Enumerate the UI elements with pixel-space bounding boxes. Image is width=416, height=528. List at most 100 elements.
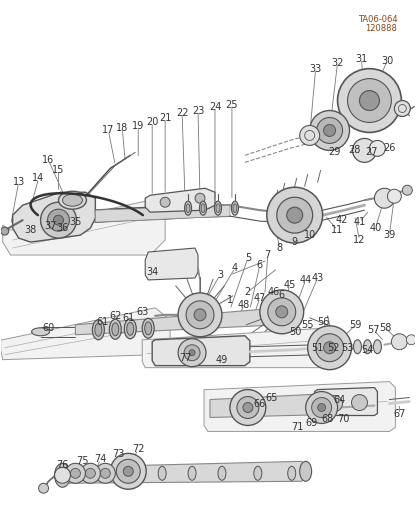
Text: 54: 54 xyxy=(361,345,374,355)
Text: 59: 59 xyxy=(349,320,362,330)
Ellipse shape xyxy=(201,204,205,213)
Circle shape xyxy=(65,464,85,483)
Text: 31: 31 xyxy=(355,54,368,64)
Polygon shape xyxy=(145,188,215,212)
Ellipse shape xyxy=(354,340,362,354)
Polygon shape xyxy=(314,388,377,416)
Circle shape xyxy=(116,459,140,483)
Circle shape xyxy=(100,468,110,478)
Circle shape xyxy=(312,398,332,418)
Text: 11: 11 xyxy=(332,225,344,235)
Text: 65: 65 xyxy=(265,392,278,402)
Text: 9: 9 xyxy=(292,237,298,247)
Text: 67: 67 xyxy=(393,410,406,419)
Text: 47: 47 xyxy=(254,293,266,303)
Ellipse shape xyxy=(32,328,50,336)
Text: 17: 17 xyxy=(102,126,114,136)
Circle shape xyxy=(317,118,342,144)
Circle shape xyxy=(406,335,416,345)
Circle shape xyxy=(54,467,70,483)
Text: 69: 69 xyxy=(305,419,318,428)
Ellipse shape xyxy=(364,340,371,354)
Text: 42: 42 xyxy=(335,215,348,225)
Text: 30: 30 xyxy=(381,55,394,65)
Text: 57: 57 xyxy=(367,325,380,335)
Circle shape xyxy=(70,468,80,478)
Ellipse shape xyxy=(158,466,166,480)
Circle shape xyxy=(359,91,379,110)
Ellipse shape xyxy=(254,466,262,480)
Circle shape xyxy=(260,290,304,334)
Circle shape xyxy=(287,207,303,223)
Circle shape xyxy=(85,468,95,478)
Circle shape xyxy=(277,197,313,233)
Ellipse shape xyxy=(92,320,104,340)
Circle shape xyxy=(402,185,412,195)
Text: 29: 29 xyxy=(328,147,341,157)
Text: 34: 34 xyxy=(146,267,158,277)
Ellipse shape xyxy=(185,201,191,215)
Text: 1: 1 xyxy=(227,295,233,305)
Text: 18: 18 xyxy=(116,124,129,134)
Text: 44: 44 xyxy=(300,275,312,285)
Circle shape xyxy=(337,69,401,133)
Circle shape xyxy=(310,110,349,150)
Circle shape xyxy=(352,138,376,162)
Text: 10: 10 xyxy=(304,230,316,240)
Polygon shape xyxy=(62,461,306,483)
Ellipse shape xyxy=(215,201,221,215)
Text: 48: 48 xyxy=(238,300,250,310)
Polygon shape xyxy=(2,200,165,255)
Ellipse shape xyxy=(62,194,82,206)
Text: 71: 71 xyxy=(292,422,304,432)
Ellipse shape xyxy=(218,466,226,480)
Text: 21: 21 xyxy=(159,114,171,124)
Circle shape xyxy=(369,140,385,156)
Text: 28: 28 xyxy=(348,145,361,155)
Ellipse shape xyxy=(186,204,190,213)
Text: 39: 39 xyxy=(383,230,396,240)
Text: 2: 2 xyxy=(245,287,251,297)
Ellipse shape xyxy=(145,322,152,335)
Circle shape xyxy=(308,326,352,370)
Ellipse shape xyxy=(233,204,237,213)
Text: 53: 53 xyxy=(342,343,354,353)
Text: 24: 24 xyxy=(209,101,221,111)
Text: 12: 12 xyxy=(353,235,366,245)
Circle shape xyxy=(391,334,407,350)
Circle shape xyxy=(54,215,64,225)
Text: 43: 43 xyxy=(312,273,324,283)
Text: 25: 25 xyxy=(225,100,238,109)
Text: 16: 16 xyxy=(42,155,54,165)
Text: 74: 74 xyxy=(94,455,106,464)
Text: 60: 60 xyxy=(42,323,54,333)
Text: 5: 5 xyxy=(245,253,251,263)
Circle shape xyxy=(324,125,336,136)
Text: 40: 40 xyxy=(369,223,381,233)
Text: 62: 62 xyxy=(109,311,121,321)
Polygon shape xyxy=(1,308,170,360)
Circle shape xyxy=(237,397,259,419)
Circle shape xyxy=(80,464,100,483)
Text: 8: 8 xyxy=(277,243,283,253)
Text: 75: 75 xyxy=(76,456,89,466)
Circle shape xyxy=(316,334,344,362)
Circle shape xyxy=(327,395,342,411)
Text: 15: 15 xyxy=(52,165,65,175)
Ellipse shape xyxy=(127,322,134,335)
Text: 55: 55 xyxy=(302,320,314,330)
Circle shape xyxy=(123,466,133,476)
Ellipse shape xyxy=(54,464,70,487)
Ellipse shape xyxy=(200,201,206,215)
Circle shape xyxy=(267,187,323,243)
Polygon shape xyxy=(152,336,250,366)
Circle shape xyxy=(276,306,288,318)
Text: 70: 70 xyxy=(337,414,350,425)
Ellipse shape xyxy=(59,191,87,209)
Text: 52: 52 xyxy=(327,343,340,353)
Circle shape xyxy=(268,298,296,326)
Text: 66: 66 xyxy=(254,399,266,409)
Circle shape xyxy=(178,293,222,337)
Text: 72: 72 xyxy=(132,445,144,455)
Text: 7: 7 xyxy=(265,250,271,260)
